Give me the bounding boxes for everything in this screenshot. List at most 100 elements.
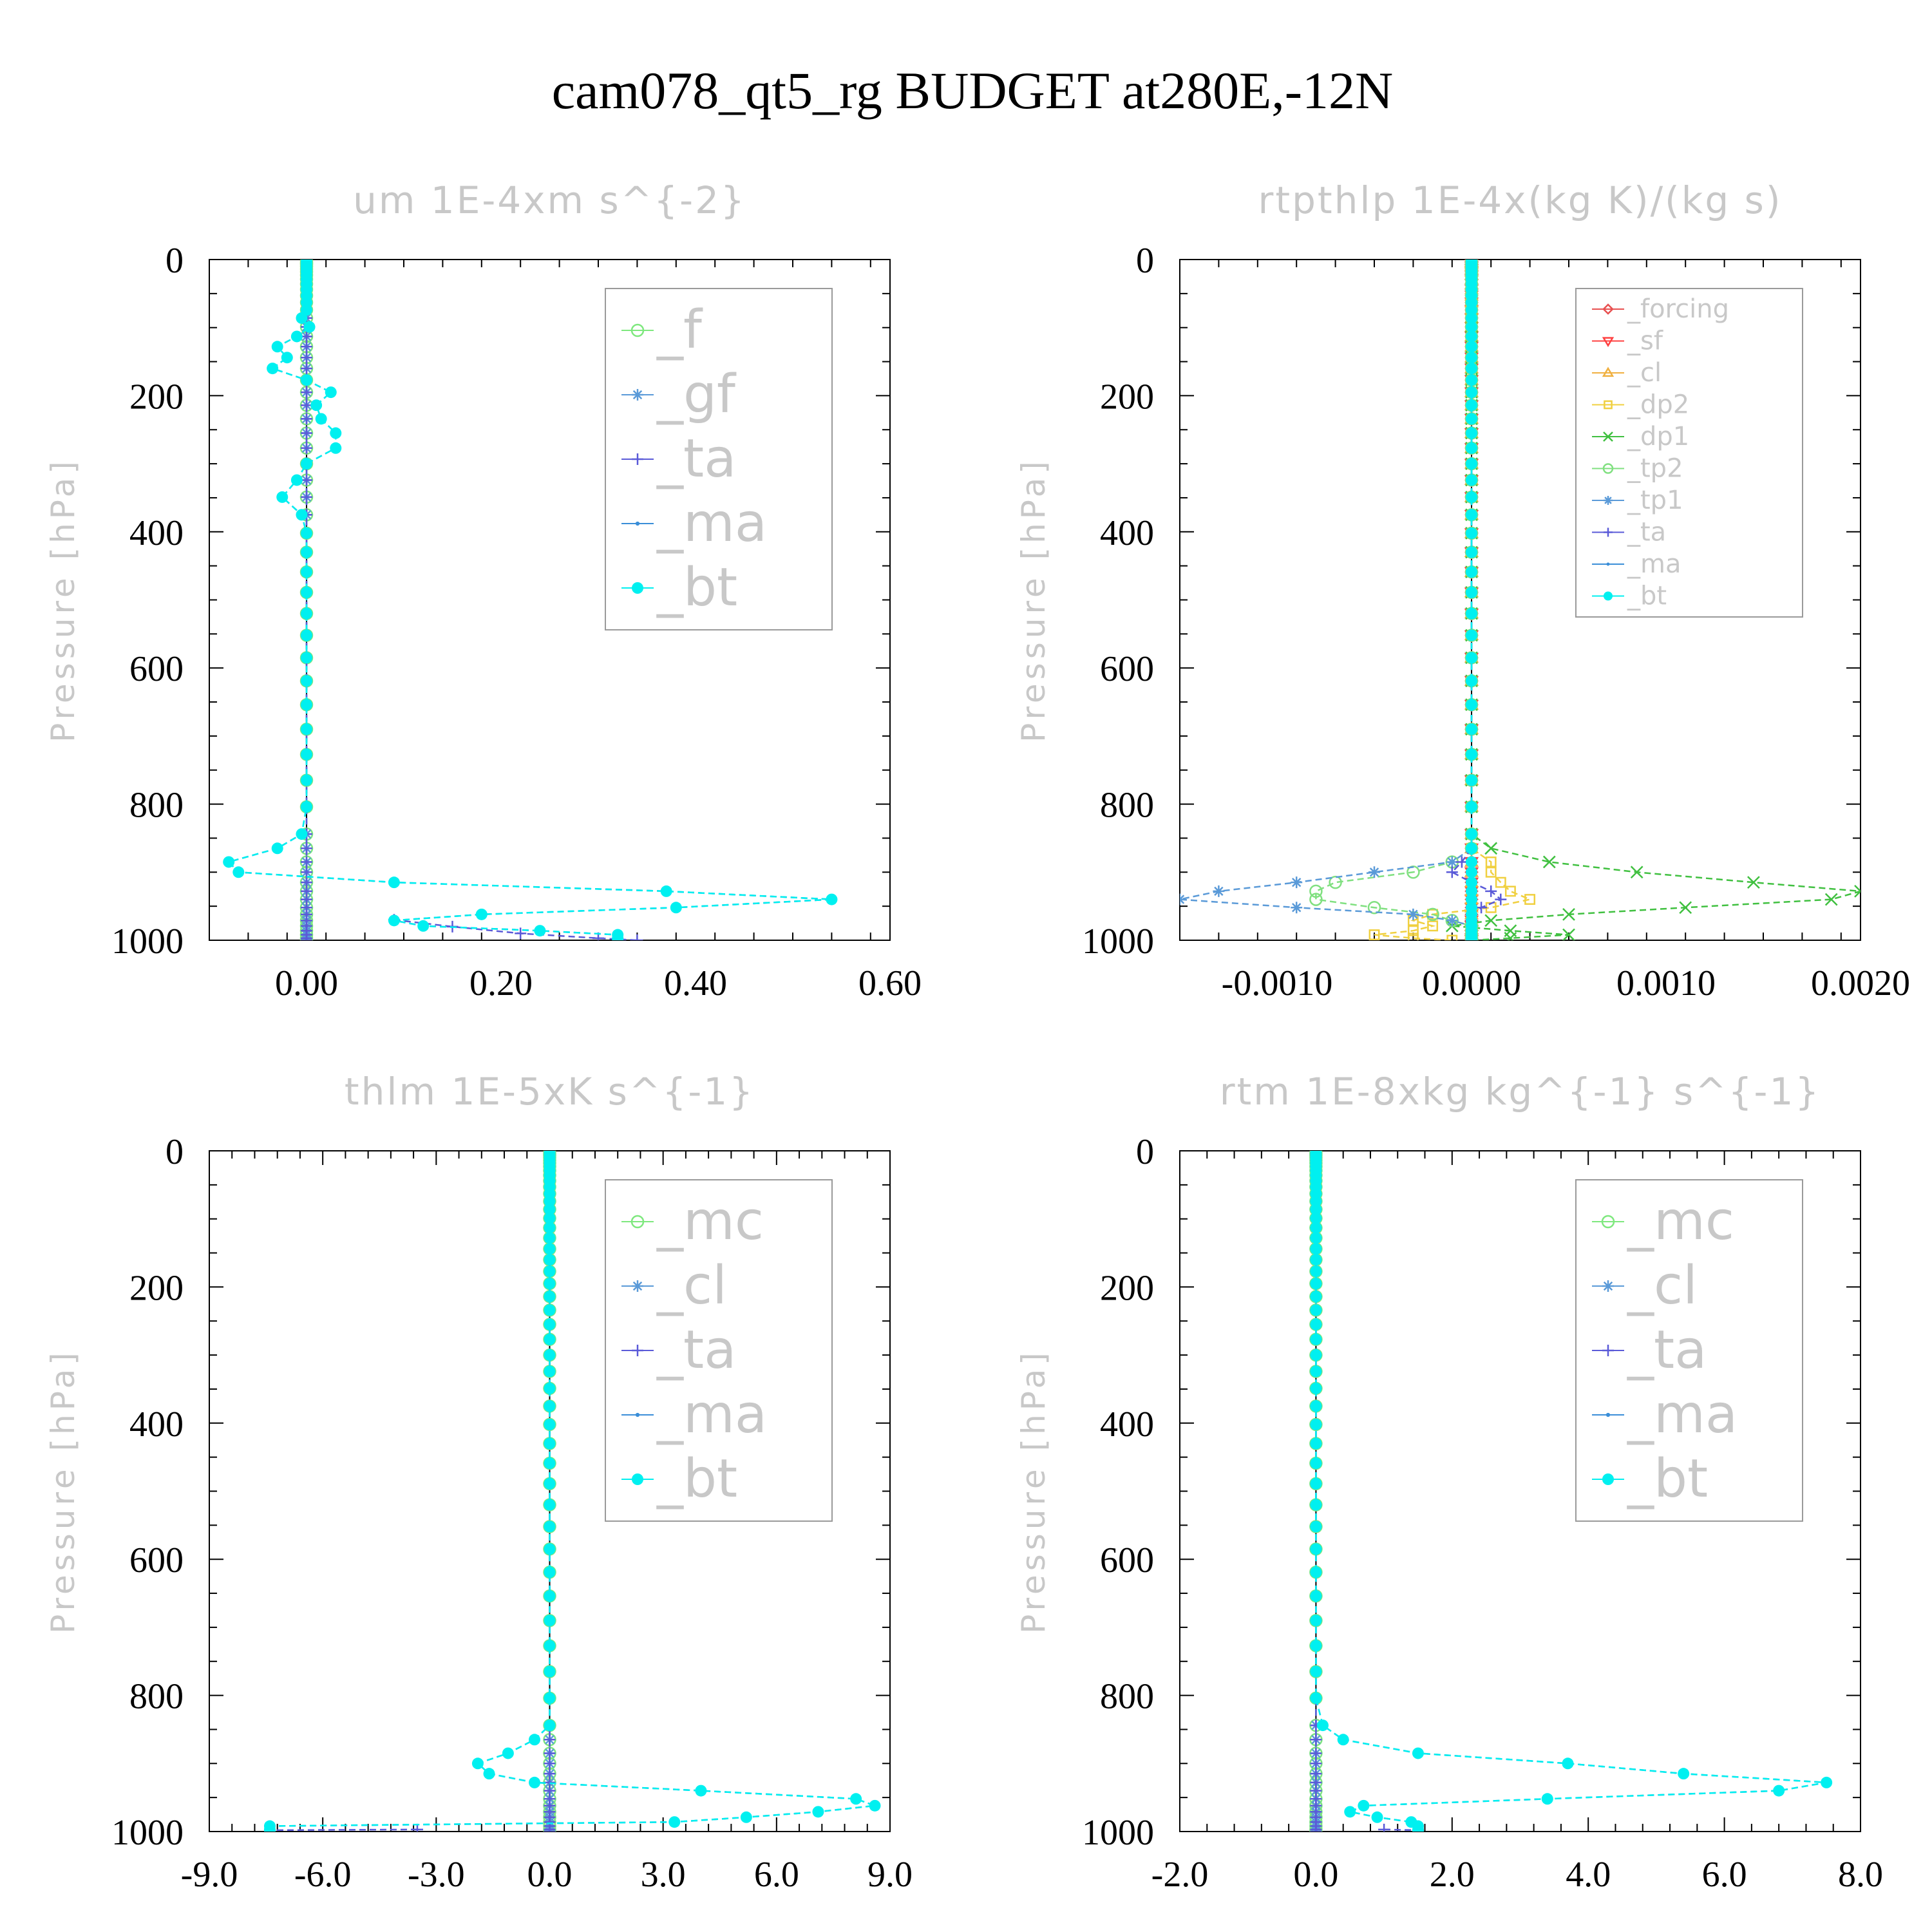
series-point	[1466, 386, 1477, 399]
series-point	[276, 491, 289, 503]
series-point	[1310, 1747, 1322, 1759]
series-ta	[301, 260, 643, 940]
legend-marker	[635, 1412, 640, 1417]
legend-entry-ta: _ta	[621, 1320, 736, 1381]
series-point	[544, 1826, 556, 1832]
series-point	[1213, 885, 1225, 897]
series-point	[1310, 1333, 1322, 1345]
series-point	[1310, 1304, 1322, 1316]
series-point	[1504, 886, 1516, 897]
legend-marker	[1602, 366, 1615, 377]
y-tick-label: 200	[1100, 377, 1154, 417]
series-point	[1309, 884, 1323, 898]
series-point	[296, 828, 308, 840]
series-point	[534, 925, 546, 937]
series-point	[301, 399, 312, 412]
y-tick-label: 1000	[1082, 922, 1154, 961]
series-point	[417, 920, 430, 932]
legend-marker	[1605, 1412, 1611, 1417]
legend-marker	[630, 1215, 645, 1229]
y-tick-label: 400	[1100, 513, 1154, 553]
legend-label: _bt	[1627, 1448, 1708, 1510]
series-point	[301, 491, 312, 503]
series-point	[1446, 934, 1458, 940]
y-tick-label: 600	[129, 1540, 184, 1580]
series-point	[290, 330, 303, 343]
figure-title: cam078_qt5_rg BUDGET at280E,-12N	[552, 61, 1394, 120]
series-point	[1446, 866, 1458, 878]
panel-4: rtm 1E-8xkg kg^{-1} s^{-1} Pressure [hPa]…	[1015, 1070, 1883, 1895]
series-point	[1310, 1566, 1322, 1578]
series-point	[544, 1291, 556, 1303]
series-point	[1821, 1776, 1833, 1788]
series-point	[1562, 1757, 1574, 1770]
series-point	[1466, 748, 1477, 761]
y-tick-label: 800	[1100, 1677, 1154, 1717]
series-point	[301, 474, 312, 486]
legend-entry-ma: _ma	[1592, 549, 1681, 579]
y-tick-label: 200	[129, 1268, 184, 1308]
series-point	[301, 774, 312, 786]
series-point	[1466, 399, 1477, 412]
y-tick-label: 600	[129, 649, 184, 689]
series-point	[1310, 1382, 1322, 1394]
series-point	[1310, 1254, 1322, 1266]
series-point	[301, 723, 312, 735]
series-point	[1466, 458, 1477, 470]
series-point	[544, 1499, 556, 1511]
series-point	[1466, 509, 1477, 521]
legend-marker	[1606, 562, 1610, 566]
series-point	[301, 629, 312, 641]
y-tick-label: 800	[1100, 786, 1154, 826]
series-point	[232, 866, 245, 878]
series-point	[1368, 866, 1380, 878]
series-point	[544, 1757, 556, 1770]
panel-2: rtpthlp 1E-4x(kg K)/(kg s) Pressure [hPa]…	[1015, 178, 1910, 1003]
series-point	[1466, 842, 1477, 855]
series-point	[1407, 925, 1419, 936]
legend-label: _ma	[656, 1384, 767, 1445]
legend-label: _tp2	[1627, 454, 1683, 484]
x-tick-label: 0.60	[858, 963, 922, 1003]
series-point	[301, 652, 312, 664]
series-point	[1310, 1757, 1322, 1770]
series-point	[1466, 856, 1477, 868]
series-point	[1466, 828, 1477, 840]
series-point	[544, 1382, 556, 1394]
series-point	[1291, 902, 1303, 914]
series-point	[1504, 931, 1517, 940]
legend-entry-ta: _ta	[621, 428, 736, 489]
series-point	[388, 876, 400, 889]
series-point	[301, 675, 312, 687]
series-point	[1484, 842, 1498, 855]
legend-label: _cl	[656, 1255, 727, 1316]
legend-entry-ma: _ma	[621, 493, 767, 554]
series-point	[1310, 1640, 1322, 1652]
legend-label: _mc	[656, 1191, 764, 1252]
legend-entry-forcing: _forcing	[1592, 294, 1729, 324]
legend-entry-dp2: _dp2	[1592, 390, 1689, 420]
series-point	[1309, 893, 1323, 906]
legend-entry-ma: _ma	[621, 1384, 767, 1445]
series-point	[1455, 856, 1468, 868]
series-point	[1562, 928, 1575, 940]
legend-entry-tp1: _tp1	[1592, 486, 1683, 515]
series-point	[1466, 352, 1477, 364]
legend-label: _bt	[1627, 582, 1667, 611]
series-point	[544, 1349, 556, 1361]
legend-label: _ma	[656, 493, 767, 554]
series-point	[330, 442, 342, 454]
series-point	[301, 607, 312, 620]
x-tick-label: 0.00	[275, 963, 338, 1003]
series-point	[515, 927, 527, 940]
series-point	[544, 1418, 556, 1430]
legend-entry-bt: _bt	[621, 557, 737, 618]
legend-entry-tp2: _tp2	[1592, 454, 1683, 484]
series-point	[1485, 885, 1497, 897]
series-point	[301, 386, 312, 399]
series-point	[1310, 1826, 1322, 1832]
legend-marker	[1602, 1280, 1614, 1292]
series-point	[301, 442, 312, 454]
legend-box	[605, 288, 833, 630]
series-point	[315, 413, 327, 425]
